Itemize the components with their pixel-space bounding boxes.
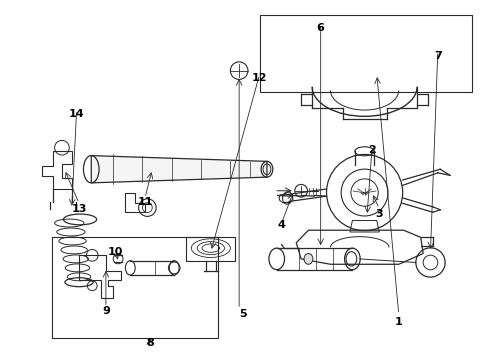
Text: 11: 11 bbox=[137, 197, 153, 207]
Bar bbox=[186, 237, 235, 261]
Text: 1: 1 bbox=[395, 317, 403, 327]
Text: 7: 7 bbox=[434, 51, 441, 61]
Ellipse shape bbox=[304, 253, 313, 264]
Polygon shape bbox=[91, 156, 267, 183]
Text: 2: 2 bbox=[368, 144, 376, 154]
Text: 10: 10 bbox=[108, 247, 123, 257]
Text: 3: 3 bbox=[375, 209, 383, 219]
Text: 4: 4 bbox=[278, 220, 286, 230]
Text: 5: 5 bbox=[239, 310, 246, 319]
Bar bbox=[260, 15, 472, 92]
Text: 8: 8 bbox=[146, 338, 154, 348]
Text: 14: 14 bbox=[69, 109, 84, 119]
Text: 6: 6 bbox=[317, 23, 324, 33]
Text: 9: 9 bbox=[102, 306, 110, 316]
Text: 12: 12 bbox=[252, 73, 268, 83]
Text: 13: 13 bbox=[72, 204, 87, 214]
Bar bbox=[52, 237, 218, 338]
